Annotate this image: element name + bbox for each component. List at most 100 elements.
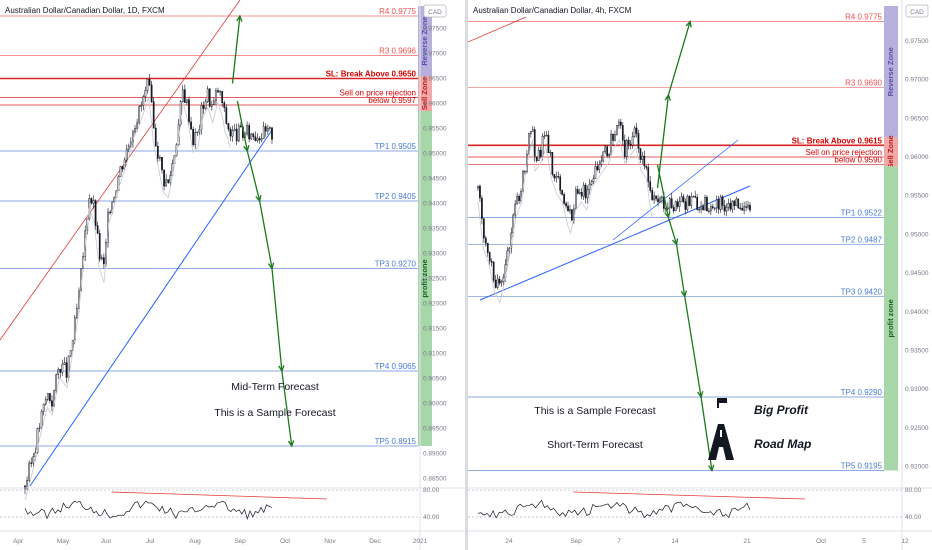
forecast-caption: Mid-Term Forecast — [231, 381, 319, 393]
candle-body — [749, 204, 751, 211]
candle-body — [150, 84, 153, 103]
candle-body — [600, 160, 603, 165]
candle-body — [625, 139, 628, 157]
candle-body — [169, 175, 172, 183]
candle-body — [518, 195, 520, 201]
arrow-head — [680, 290, 688, 298]
price-tick-label: 0.96500 — [423, 76, 447, 83]
price-tick-label: 0.91500 — [423, 326, 447, 333]
candle-body — [598, 164, 601, 170]
candle-body — [729, 202, 732, 210]
candle-body — [24, 485, 26, 490]
candle-body — [584, 184, 587, 199]
currency-badge[interactable] — [423, 4, 447, 18]
candle-body — [715, 199, 718, 209]
candle-body — [553, 174, 556, 179]
price-tick-label: 0.92500 — [423, 276, 447, 283]
four-hour-chart[interactable]: Reverse Zone Sell Zone profit zone CAD 0.975… — [468, 0, 932, 550]
candle-body — [731, 200, 734, 210]
candle-body — [144, 90, 147, 97]
candle-body — [235, 128, 238, 142]
candle-body — [549, 151, 552, 154]
price-tick-label: 0.96000 — [905, 154, 929, 161]
zone-band — [884, 6, 898, 138]
candle-body — [621, 125, 624, 141]
candle-body — [486, 242, 489, 253]
oscillator-divergence-line — [573, 491, 806, 500]
checkered-flag-icon — [719, 398, 727, 403]
candle-body — [647, 167, 650, 182]
level-label: R4 0.9775 — [845, 12, 882, 21]
candle-body — [618, 121, 620, 126]
level-label: R3 0.9690 — [845, 78, 882, 87]
candle-body — [629, 143, 632, 146]
time-tick-label: Nov — [324, 538, 336, 545]
oscillator-divergence-line — [111, 491, 328, 500]
arrow-head — [697, 391, 704, 399]
candle-body — [225, 107, 228, 124]
candle-body — [651, 190, 654, 201]
time-tick-label: 2021 — [413, 538, 428, 545]
time-tick-label: May — [57, 538, 70, 545]
oscillator-tick-label: 40.00 — [423, 514, 440, 521]
candle-body — [233, 128, 236, 131]
candle-body — [543, 135, 546, 137]
candle-body — [653, 195, 655, 201]
candle-body — [672, 207, 675, 212]
candle-body — [528, 133, 530, 155]
candle-body — [49, 393, 51, 401]
candle-body — [258, 138, 261, 141]
candle-body — [165, 179, 168, 187]
level-label: TP4 0.9290 — [841, 388, 883, 397]
candle-body — [217, 90, 219, 93]
candle-body — [690, 196, 693, 206]
level-label: TP2 0.9487 — [841, 235, 883, 244]
candle-body — [561, 190, 563, 195]
candle-body — [735, 198, 738, 206]
level-label: Sell on price rejection — [340, 89, 416, 98]
candle-body — [692, 196, 695, 198]
candle-body — [69, 350, 72, 357]
daily-chart[interactable]: Reverse Zone Sell Zone profit zone CAD 0.975… — [0, 0, 465, 550]
candle-body — [125, 148, 128, 161]
candle-body — [733, 200, 736, 206]
candle-body — [508, 247, 511, 252]
price-tick-label: 0.95500 — [423, 126, 447, 133]
currency-badge[interactable] — [905, 4, 929, 18]
projection-arrow — [684, 296, 702, 398]
candle-body — [674, 201, 677, 212]
candle-body — [146, 79, 149, 91]
projection-arrow — [231, 15, 241, 84]
candle-body — [696, 197, 699, 210]
candle-body — [537, 149, 540, 162]
candle-body — [723, 205, 726, 212]
candle-body — [227, 123, 230, 130]
time-tick-label: 12 — [901, 538, 909, 545]
candle-body — [614, 134, 616, 141]
price-tick-label: 0.89000 — [423, 451, 447, 458]
projection-arrow — [271, 268, 283, 372]
candle-body — [725, 206, 728, 212]
price-tick-label: 0.95000 — [905, 231, 929, 238]
candle-body — [36, 428, 39, 453]
candle-body — [574, 189, 577, 210]
candle-body — [188, 99, 190, 123]
projection-arrow — [259, 200, 273, 269]
candle-body — [557, 175, 560, 178]
price-tick-label: 0.96500 — [905, 115, 929, 122]
price-tick-label: 0.93500 — [423, 226, 447, 233]
candle-body — [28, 462, 31, 481]
candle-body — [700, 205, 702, 210]
candle-body — [264, 126, 267, 132]
candle-body — [477, 185, 479, 189]
flag-pole-icon — [717, 398, 719, 408]
candle-body — [194, 132, 197, 145]
candle-body — [717, 199, 720, 210]
candle-body — [623, 140, 626, 157]
level-label: Sell on price rejection — [806, 148, 882, 157]
chart-divider[interactable] — [465, 0, 468, 550]
level-label: R3 0.9696 — [379, 47, 416, 56]
candle-body — [708, 210, 710, 212]
candle-body — [657, 198, 659, 203]
candle-body — [59, 369, 62, 373]
